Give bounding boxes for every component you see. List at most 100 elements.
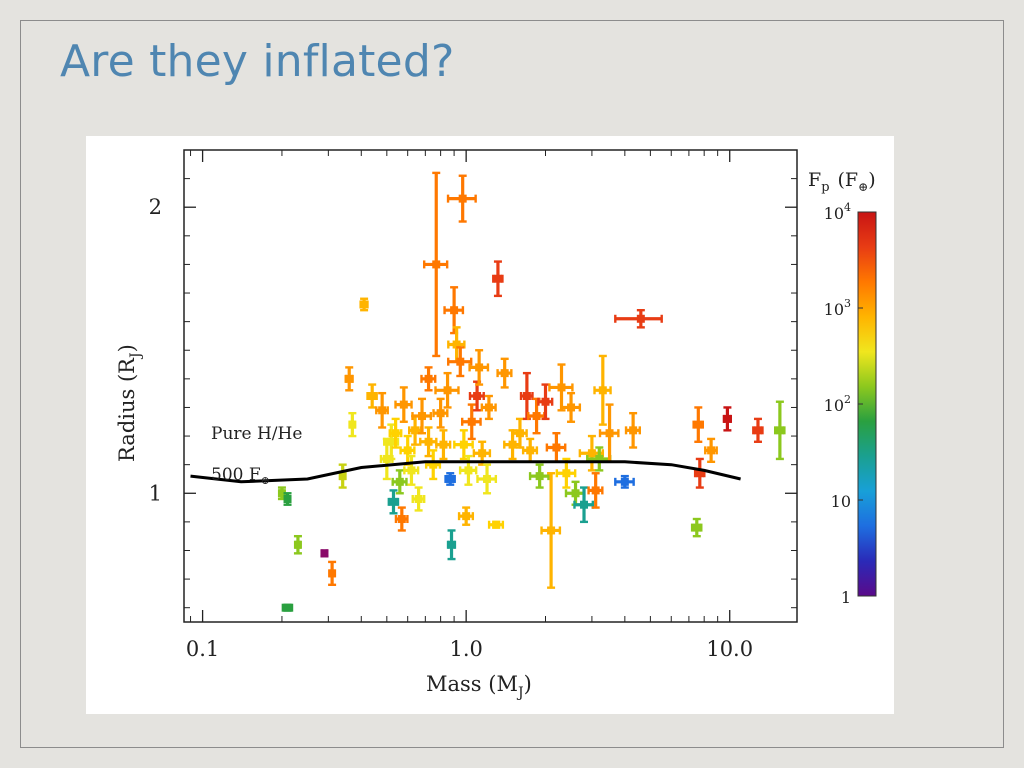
point-marker — [694, 420, 703, 429]
planet-point — [690, 517, 703, 538]
point-marker — [567, 403, 576, 412]
point-marker — [414, 494, 423, 503]
colorbar-title: Fp (F⊕) — [808, 169, 876, 195]
point-marker — [387, 437, 396, 446]
point-marker — [348, 420, 357, 429]
point-marker — [403, 446, 412, 455]
planet-point — [344, 366, 354, 392]
point-marker — [467, 417, 476, 426]
planet-point — [394, 506, 409, 532]
point-marker — [515, 429, 524, 438]
point-marker — [557, 383, 566, 392]
planet-point — [320, 549, 329, 558]
point-marker — [452, 340, 461, 349]
planet-point — [394, 386, 413, 423]
colorbar-tick-label: 1 — [841, 588, 851, 607]
point-marker — [277, 489, 286, 498]
planet-point — [692, 406, 704, 443]
point-marker — [389, 497, 398, 506]
point-marker — [395, 477, 404, 486]
point-marker — [723, 414, 732, 423]
point-marker — [360, 300, 369, 309]
planet-point — [375, 391, 389, 429]
point-marker — [429, 460, 438, 469]
point-marker — [484, 403, 493, 412]
point-marker — [522, 392, 531, 401]
planet-point — [480, 394, 497, 421]
model-curve — [190, 460, 741, 484]
point-marker — [397, 515, 406, 524]
planet-point — [447, 326, 466, 363]
point-marker — [493, 274, 502, 283]
planet-point — [399, 434, 416, 466]
point-marker — [598, 386, 607, 395]
point-marker — [552, 443, 561, 452]
planet-point — [722, 406, 732, 432]
slide-title: Are they inflated? — [60, 36, 455, 87]
figure-panel: 0.1 1.0 10.0 1 2 Pure H/He 500 F⊕ Mass (MJ) … — [86, 136, 894, 714]
colorbar-tick-label: 104 — [824, 201, 851, 223]
planet-point — [435, 429, 452, 461]
point-marker — [473, 392, 482, 401]
planet-point — [468, 349, 490, 386]
y-tick-label: 1 — [149, 481, 162, 505]
point-marker — [636, 314, 645, 323]
point-marker — [587, 449, 596, 458]
point-marker — [368, 392, 377, 401]
point-marker — [407, 466, 416, 475]
planet-point — [693, 457, 706, 489]
planet-point — [366, 383, 378, 409]
planet-point — [348, 411, 357, 438]
point-marker — [595, 454, 604, 463]
curve-label-line2: 500 F⊕ — [211, 465, 270, 487]
point-marker — [459, 440, 468, 449]
point-marker — [411, 426, 420, 435]
point-marker — [424, 374, 433, 383]
point-marker — [328, 569, 337, 578]
planet-point — [338, 463, 347, 489]
planet-point — [408, 414, 422, 446]
planet-point — [388, 417, 403, 449]
point-marker — [753, 426, 762, 435]
point-marker — [320, 549, 329, 558]
planet-point — [419, 426, 438, 458]
planet-point — [461, 403, 482, 441]
x-tick-label: 0.1 — [186, 637, 219, 661]
planet-point — [383, 423, 400, 461]
point-marker — [620, 477, 629, 486]
planet-point — [387, 489, 400, 515]
colorbar-tick-label: 10 — [831, 492, 851, 511]
planet-point — [624, 411, 641, 449]
planet-point — [614, 308, 663, 329]
point-marker — [447, 540, 456, 549]
planet-point — [593, 354, 612, 426]
data-points — [277, 171, 786, 612]
axis-ticks: 0.1 1.0 10.0 1 2 — [149, 150, 797, 661]
planet-point — [328, 560, 337, 587]
point-marker — [338, 472, 347, 481]
planet-point — [487, 520, 505, 529]
x-tick-label: 10.0 — [706, 637, 753, 661]
point-marker — [478, 449, 487, 458]
planet-point — [560, 391, 582, 423]
planet-point — [511, 417, 528, 449]
point-marker — [562, 469, 571, 478]
point-marker — [382, 454, 391, 463]
planet-point — [432, 397, 449, 429]
planet-point — [422, 171, 449, 358]
planet-point — [774, 400, 786, 461]
planet-point — [545, 432, 567, 464]
planet-point — [496, 357, 513, 389]
point-marker — [378, 406, 387, 415]
point-marker — [541, 397, 550, 406]
point-marker — [500, 369, 509, 378]
point-marker — [446, 474, 455, 483]
point-marker — [462, 512, 471, 521]
point-marker — [293, 540, 302, 549]
planet-point — [540, 472, 562, 589]
planet-point — [453, 429, 474, 461]
planet-point — [587, 472, 604, 509]
point-marker — [456, 357, 465, 366]
planet-point — [528, 463, 550, 489]
